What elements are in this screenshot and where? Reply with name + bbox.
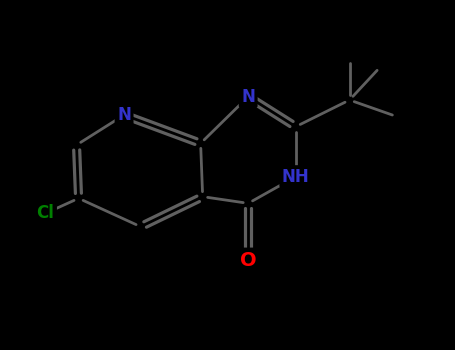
Text: N: N (117, 106, 131, 124)
Text: NH: NH (282, 168, 309, 186)
Text: N: N (241, 88, 255, 106)
Text: Cl: Cl (36, 204, 55, 222)
Text: O: O (240, 251, 257, 270)
